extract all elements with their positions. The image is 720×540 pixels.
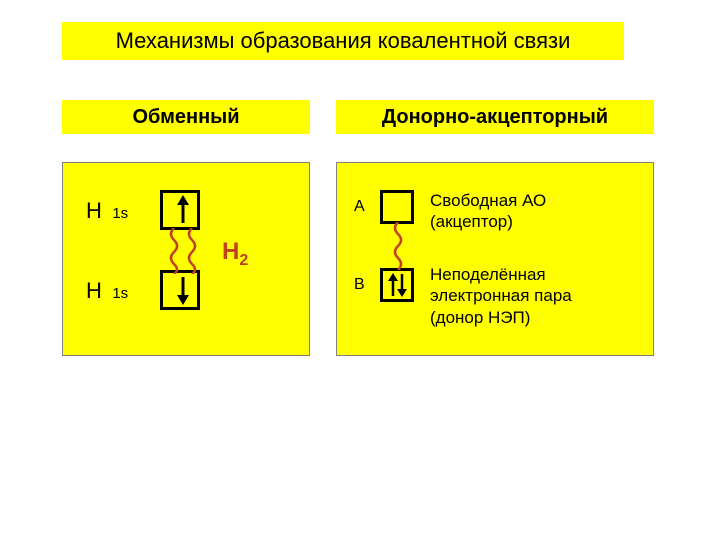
desc-donor-line1: Неподелённая [430, 264, 572, 285]
product-element: H [222, 238, 239, 265]
desc-donor-line3: (донор НЭП) [430, 307, 572, 328]
orbital-box-donor [380, 268, 414, 302]
left-row2-label: H 1s [86, 278, 128, 304]
left-row2-orbital: 1s [112, 285, 128, 302]
desc-acceptor-line1: Свободная АО [430, 190, 546, 211]
subtitle-donor-acceptor: Донорно-акцепторный [336, 100, 654, 134]
label-donor-b: B [354, 276, 365, 294]
desc-acceptor-line2: (акцептор) [430, 211, 546, 232]
wavy-bond-left-1 [168, 228, 180, 274]
left-row2-atom: H [86, 278, 102, 303]
left-row1-atom: H [86, 198, 102, 223]
orbital-box-2 [160, 270, 200, 310]
label-acceptor-a: A [354, 198, 365, 216]
product-subscript: 2 [239, 252, 248, 269]
main-title: Механизмы образования ковалентной связи [62, 22, 624, 60]
main-title-text: Механизмы образования ковалентной связи [116, 28, 571, 54]
desc-donor-line2: электронная пара [430, 285, 572, 306]
subtitle-exchange-text: Обменный [132, 106, 239, 129]
electron-pair-icon [383, 271, 411, 299]
electron-arrow-down-icon [163, 273, 197, 307]
left-row1-orbital: 1s [112, 205, 128, 222]
orbital-box-1 [160, 190, 200, 230]
desc-donor: Неподелённая электронная пара (донор НЭП… [430, 264, 572, 328]
electron-arrow-up-icon [163, 193, 197, 227]
subtitle-exchange: Обменный [62, 100, 310, 134]
left-row1-label: H 1s [86, 198, 128, 224]
desc-acceptor: Свободная АО (акцептор) [430, 190, 546, 233]
product-label: H2 [222, 238, 248, 270]
wavy-bond-left-2 [186, 228, 198, 274]
wavy-bond-right [392, 222, 404, 270]
orbital-box-acceptor [380, 190, 414, 224]
subtitle-donor-text: Донорно-акцепторный [382, 106, 608, 129]
